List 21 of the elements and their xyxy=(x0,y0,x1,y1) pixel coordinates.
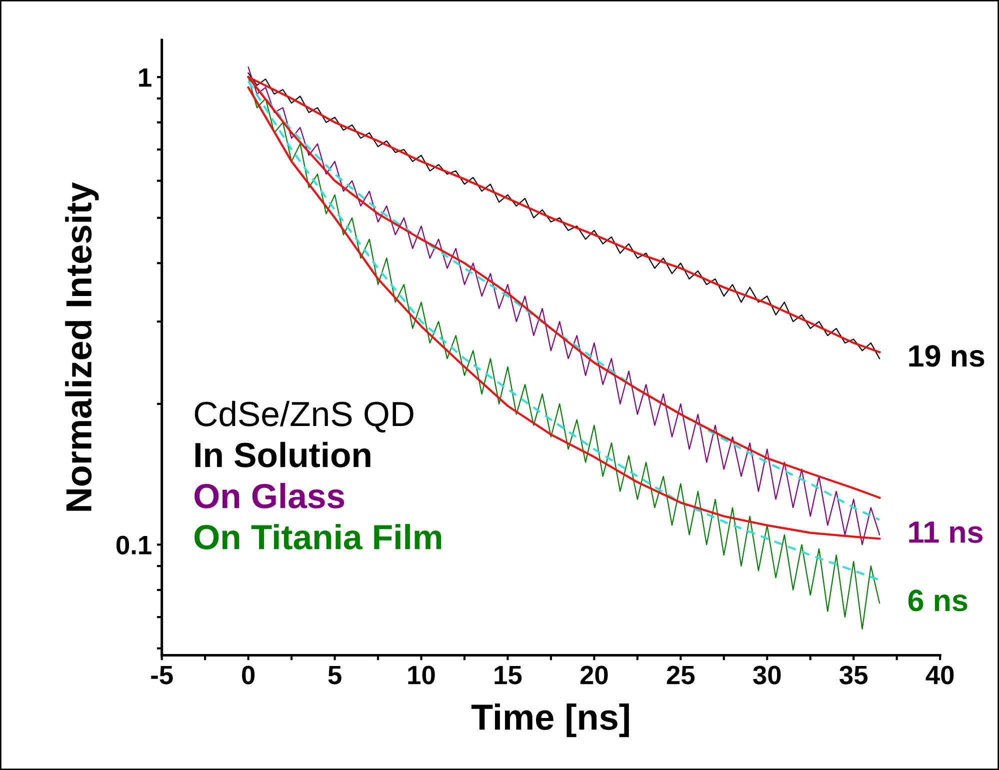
x-tick-label: 10 xyxy=(408,666,435,684)
x-tick-label: -5 xyxy=(151,666,173,684)
x-tick-label: 20 xyxy=(580,666,608,684)
x-tick-label: 35 xyxy=(840,666,868,684)
y-axis-title: Normalized Intesity xyxy=(65,182,99,511)
legend-title: CdSe/ZnS QD xyxy=(194,400,414,433)
text: On Titania Film xyxy=(194,524,442,550)
annotation: 11 ns xyxy=(909,522,983,543)
annotation: 19 ns xyxy=(909,345,984,367)
x-axis-title: Time [ns] xyxy=(471,703,629,738)
x-tick-label: 15 xyxy=(494,666,522,684)
y-tick-label: 1 xyxy=(139,68,152,87)
x-tick-label: 40 xyxy=(926,666,954,684)
text: In Solution xyxy=(195,442,370,468)
text: On Glass xyxy=(194,482,344,508)
annotation: 6 ns xyxy=(908,590,968,612)
x-tick-label: 5 xyxy=(328,666,342,684)
x-tick-label: 25 xyxy=(666,666,695,684)
x-tick-label: 0 xyxy=(242,666,255,684)
x-tick-label: 30 xyxy=(753,666,781,684)
y-tick-label: 0.1 xyxy=(116,536,152,554)
